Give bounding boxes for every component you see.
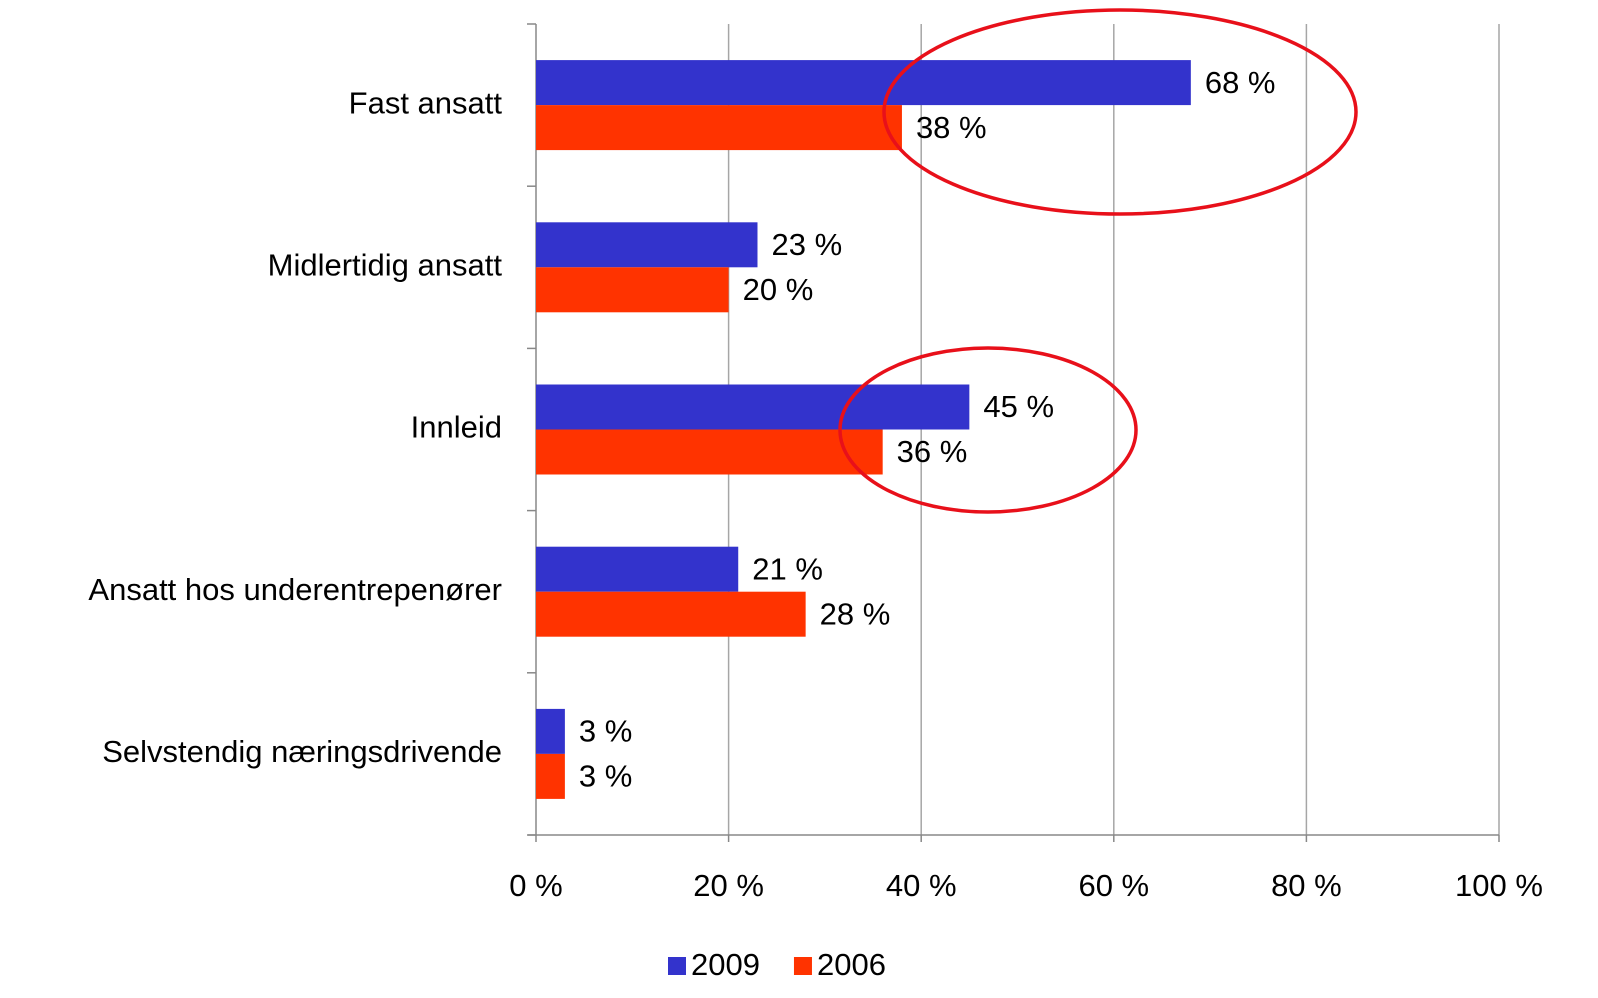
data-label: 38 % bbox=[916, 110, 987, 145]
bar bbox=[536, 708, 565, 754]
legend-label: 2006 bbox=[817, 947, 886, 982]
bar bbox=[536, 267, 729, 313]
x-tick-label: 80 % bbox=[1271, 868, 1342, 903]
data-label: 21 % bbox=[752, 551, 823, 586]
legend-label: 2009 bbox=[691, 947, 760, 982]
y-tick-label: Innleid bbox=[411, 410, 502, 445]
data-label: 28 % bbox=[820, 596, 891, 631]
legend-swatch bbox=[668, 957, 686, 975]
x-tick-label: 100 % bbox=[1455, 868, 1543, 903]
data-label: 20 % bbox=[743, 272, 814, 307]
bar bbox=[536, 384, 970, 430]
data-label: 3 % bbox=[579, 714, 632, 749]
highlight-ellipse bbox=[838, 346, 1138, 514]
data-label: 45 % bbox=[983, 389, 1054, 424]
bar bbox=[536, 546, 739, 592]
y-tick-label: Fast ansatt bbox=[349, 85, 503, 120]
highlight-ellipse bbox=[882, 8, 1358, 216]
data-label: 3 % bbox=[579, 759, 632, 794]
x-tick-label: 40 % bbox=[886, 868, 957, 903]
bar bbox=[536, 60, 1191, 106]
data-label: 68 % bbox=[1205, 65, 1276, 100]
bar bbox=[536, 429, 883, 475]
bar bbox=[536, 591, 806, 637]
bar bbox=[536, 105, 902, 151]
bar bbox=[536, 222, 758, 268]
data-label: 23 % bbox=[771, 227, 842, 262]
x-tick-label: 0 % bbox=[509, 868, 562, 903]
x-tick-label: 60 % bbox=[1078, 868, 1149, 903]
legend-swatch bbox=[793, 957, 812, 975]
plot: 0 % 20 % 40 % 60 % 80 % 100 % Fast ansatt 68 % 3… bbox=[88, 23, 1543, 982]
data-label: 36 % bbox=[897, 434, 968, 469]
y-tick-label: Selvstendig næringsdrivende bbox=[102, 734, 502, 769]
x-tick-label: 20 % bbox=[693, 868, 764, 903]
bar bbox=[536, 753, 565, 799]
y-tick-label: Midlertidig ansatt bbox=[268, 247, 503, 282]
y-tick-label: Ansatt hos underentrepenører bbox=[88, 572, 502, 607]
